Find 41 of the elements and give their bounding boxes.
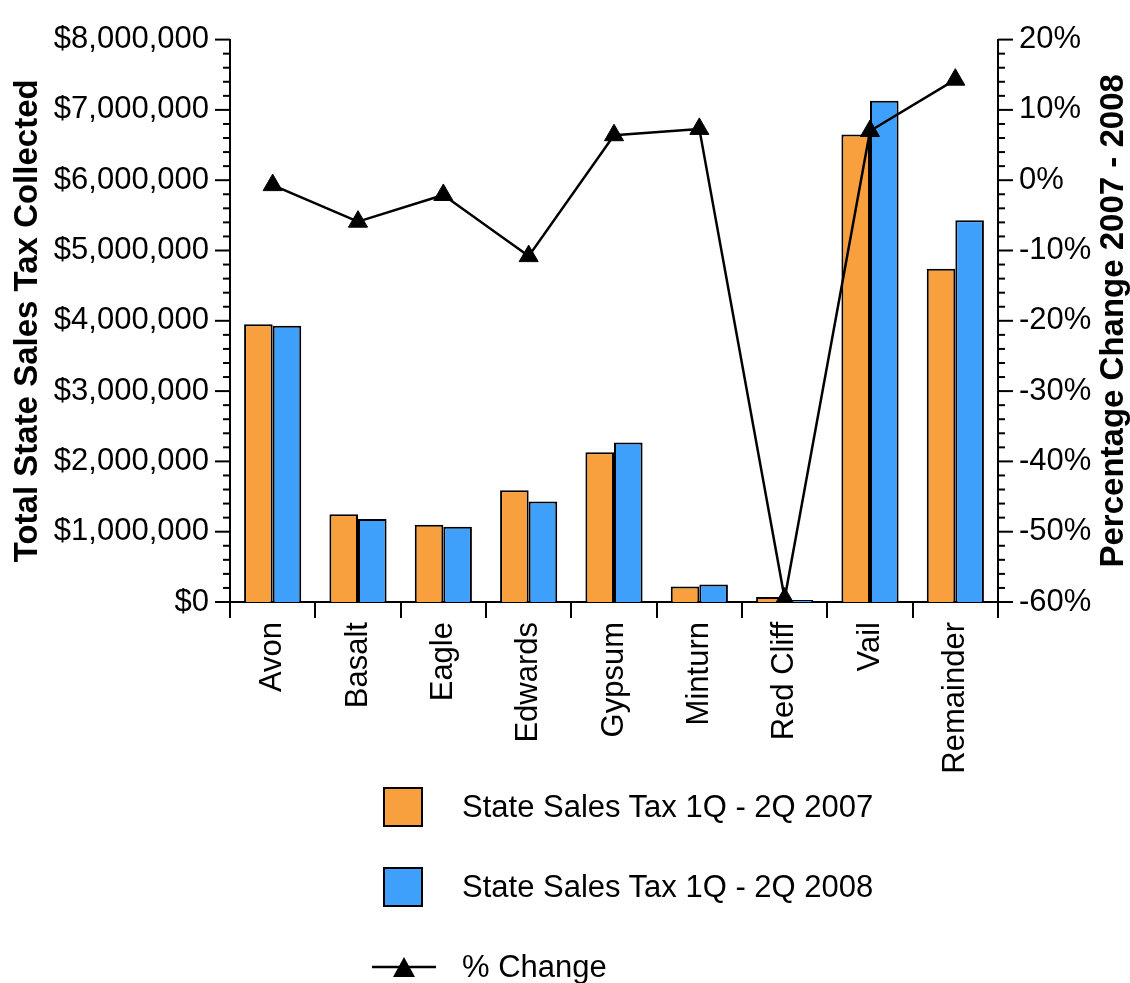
y2-tick-label: 10%	[1019, 90, 1082, 126]
y-tick-label: $0	[174, 582, 209, 618]
y-tick-label: $3,000,000	[53, 371, 209, 407]
y2-tick-label: -20%	[1019, 301, 1092, 337]
x-tick-label: Red Cliff	[765, 621, 801, 741]
y-tick-label: $1,000,000	[53, 512, 209, 548]
point	[347, 210, 369, 228]
y-axis-title: Total State Sales Tax Collected	[7, 79, 45, 563]
point	[689, 117, 710, 135]
y2-tick-label: -60%	[1019, 582, 1092, 618]
y-tick-label: $8,000,000	[53, 20, 209, 56]
point	[859, 119, 881, 137]
point	[945, 68, 966, 86]
point	[518, 244, 539, 263]
x-tick-label: Minturn	[679, 622, 715, 726]
y-tick-label: $5,000,000	[53, 231, 209, 267]
y2-tick-label: 20%	[1019, 20, 1082, 56]
y-tick-label: $2,000,000	[53, 441, 209, 477]
x-tick-label: Edwards	[509, 622, 545, 743]
point	[262, 173, 283, 192]
x-tick-label: Remainder	[935, 622, 971, 774]
point	[774, 586, 795, 602]
legend-label: State Sales Tax 1Q - 2Q 2007	[462, 789, 874, 825]
x-tick-label: Basalt	[338, 621, 374, 709]
point	[603, 123, 625, 142]
x-tick-label: Gypsum	[594, 622, 630, 738]
point	[433, 183, 454, 201]
y2-axis-title: Percentage Change 2007 - 2008	[1093, 74, 1130, 568]
legend-label: State Sales Tax 1Q - 2Q 2008	[462, 869, 874, 905]
y2-tick-label: -30%	[1019, 371, 1092, 407]
y2-tick-label: -50%	[1019, 512, 1092, 548]
legend-label: % Change	[462, 949, 607, 983]
y-tick-label: $6,000,000	[53, 160, 209, 196]
y2-tick-label: -10%	[1019, 231, 1092, 267]
y2-tick-label: -40%	[1019, 441, 1092, 477]
x-tick-label: Eagle	[423, 622, 459, 702]
y-tick-label: $4,000,000	[53, 301, 209, 337]
y-tick-label: $7,000,000	[53, 90, 209, 126]
y2-tick-label: 0%	[1019, 160, 1064, 196]
x-tick-label: Vail	[850, 622, 886, 672]
x-tick-label: Avon	[253, 622, 289, 693]
